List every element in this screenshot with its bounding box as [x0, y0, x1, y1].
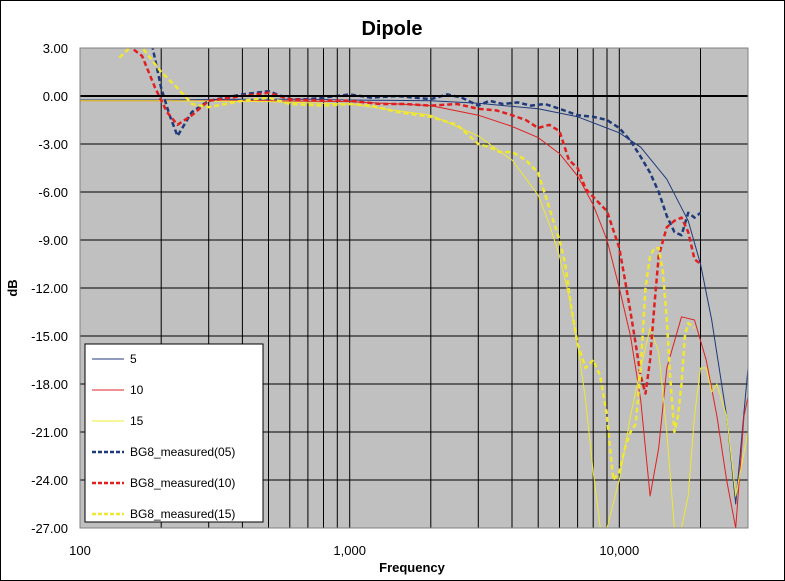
- legend-label: BG8_measured(10): [130, 476, 235, 490]
- x-tick-label: 1,000: [333, 543, 366, 558]
- series-line-2: [80, 100, 748, 528]
- chart-title: Dipole: [361, 18, 422, 40]
- y-tick-label: -12.00: [31, 281, 68, 296]
- series-line-3: [80, 100, 748, 528]
- legend-label: 15: [130, 414, 144, 428]
- y-tick-label: 0.00: [43, 89, 68, 104]
- legend-label: BG8_measured(05): [130, 445, 235, 459]
- y-tick-label: -27.00: [31, 521, 68, 536]
- y-tick-label: -15.00: [31, 329, 68, 344]
- x-axis-tick-labels: 100 1,000 10,000: [69, 543, 639, 558]
- x-axis-title: Frequency: [379, 560, 446, 575]
- x-tick-label: 100: [69, 543, 91, 558]
- series-line-6: [118, 48, 696, 482]
- y-axis-title: dB: [5, 279, 20, 296]
- legend-label: 5: [130, 352, 137, 366]
- legend-box: [84, 343, 264, 523]
- legend: 5 10 15 BG8_measured(05) BG8_measured(10) BG8…: [84, 343, 264, 523]
- y-tick-label: -6.00: [38, 185, 68, 200]
- y-axis-tick-labels: 3.00 0.00 -3.00 -6.00 -9.00 -12.00 -15.00 -18.0…: [31, 41, 68, 536]
- legend-label: BG8_measured(15): [130, 507, 235, 521]
- legend-label: 10: [130, 383, 144, 397]
- x-tick-label: 10,000: [599, 543, 639, 558]
- y-tick-label: -21.00: [31, 425, 68, 440]
- y-tick-label: -9.00: [38, 233, 68, 248]
- y-tick-label: -3.00: [38, 137, 68, 152]
- plot-area-border: [79, 47, 749, 529]
- series-lines: [80, 48, 748, 528]
- y-tick-label: -18.00: [31, 377, 68, 392]
- y-tick-label: -24.00: [31, 473, 68, 488]
- y-tick-label: 3.00: [43, 41, 68, 56]
